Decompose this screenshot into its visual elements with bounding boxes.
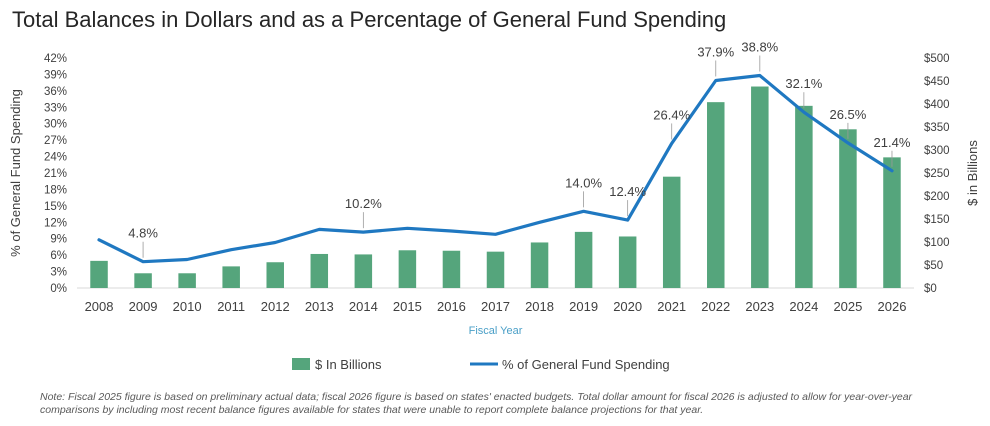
y-left-axis-title: % of General Fund Spending <box>8 89 23 257</box>
y-left-tick-label: 24% <box>44 152 67 164</box>
y-right-tick-label: $300 <box>924 145 950 157</box>
legend-swatch-bars <box>292 358 310 370</box>
x-tick-label: 2012 <box>261 299 290 314</box>
x-axis-title: Fiscal Year <box>469 325 523 337</box>
data-label: 26.5% <box>829 107 866 122</box>
y-right-tick-label: $350 <box>924 122 950 134</box>
y-right-tick-label: $500 <box>924 53 950 65</box>
data-label: 4.8% <box>128 226 158 241</box>
x-tick-label: 2010 <box>173 299 202 314</box>
y-right-tick-label: $200 <box>924 191 950 203</box>
data-label: 21.4% <box>874 135 911 150</box>
x-tick-label: 2011 <box>217 299 245 314</box>
y-right-tick-label: $50 <box>924 260 943 272</box>
x-tick-label: 2009 <box>129 299 158 314</box>
bars <box>90 86 901 289</box>
bar <box>530 242 549 288</box>
x-tick-label: 2023 <box>745 299 774 314</box>
bar <box>883 157 901 288</box>
legend-label-line: % of General Fund Spending <box>502 357 670 372</box>
bar <box>222 266 240 288</box>
legend: $ In Billions % of General Fund Spending <box>292 357 670 372</box>
data-label: 14.0% <box>565 175 602 190</box>
y-left-tick-label: 0% <box>50 283 67 295</box>
x-tick-label: 2025 <box>833 299 862 314</box>
bar <box>354 254 373 288</box>
x-tick-label: 2020 <box>613 299 642 314</box>
bar <box>486 251 505 288</box>
bar <box>795 105 813 288</box>
bar <box>178 273 196 288</box>
y-left-tick-label: 3% <box>50 267 67 279</box>
x-tick-label: 2015 <box>393 299 422 314</box>
data-label: 26.4% <box>653 107 690 122</box>
series-line <box>97 73 894 264</box>
x-tick-label: 2013 <box>305 299 334 314</box>
bar <box>398 250 417 288</box>
y-right-tick-label: $450 <box>924 76 950 88</box>
bar <box>310 253 329 288</box>
bar <box>266 262 284 288</box>
bar <box>707 102 725 288</box>
y-left-tick-label: 39% <box>44 69 67 81</box>
y-left-tick-label: 21% <box>44 168 67 180</box>
x-tick-label: 2014 <box>349 299 378 314</box>
x-tick-label: 2024 <box>789 299 818 314</box>
y-left-tick-label: 9% <box>50 234 67 246</box>
y-right-tick-label: $400 <box>924 99 950 111</box>
x-tick-label: 2026 <box>878 299 907 314</box>
y-right-axis-title: $ in Billions <box>965 140 980 206</box>
bar <box>751 86 769 289</box>
data-label: 12.4% <box>609 184 646 199</box>
y-left-tick-label: 18% <box>44 184 67 196</box>
y-right-tick-label: $150 <box>924 214 950 226</box>
bar <box>839 129 857 288</box>
x-tick-label: 2016 <box>437 299 466 314</box>
legend-label-bars: $ In Billions <box>315 357 382 372</box>
x-tick-label: 2022 <box>701 299 730 314</box>
y-left-tick-label: 12% <box>44 217 67 229</box>
y-right-tick-label: $0 <box>924 283 937 295</box>
chart-title: Total Balances in Dollars and as a Perce… <box>12 7 727 32</box>
footnote: Note: Fiscal 2025 figure is based on pre… <box>40 391 913 416</box>
y-left-tick-label: 42% <box>44 53 67 65</box>
line-layer <box>97 73 894 264</box>
y-left-tick-label: 15% <box>44 201 67 213</box>
bar <box>442 250 461 288</box>
bar <box>662 176 681 288</box>
y-right-tick-label: $100 <box>924 237 950 249</box>
bar <box>90 260 108 288</box>
x-tick-label: 2021 <box>657 299 686 314</box>
data-labels: 4.8% 10.2% 14.0% 12.4% 26.4% 37.9% 38.8% 32.1% 2… <box>128 40 911 241</box>
leader-lines <box>142 55 893 258</box>
axes: 0% 3% 6% 9% 12% 15% 18% 21% 24% 27% 30% 33% 36% 39% 42… <box>8 53 980 337</box>
data-label: 10.2% <box>345 196 382 211</box>
y-left-tick-label: 33% <box>44 102 67 114</box>
bar <box>618 236 637 288</box>
y-right-tick-label: $250 <box>924 168 950 180</box>
bar <box>574 231 593 288</box>
y-left-tick-label: 30% <box>44 119 67 131</box>
data-label: 38.8% <box>741 40 778 55</box>
x-tick-label: 2008 <box>85 299 114 314</box>
y-left-tick-label: 27% <box>44 135 67 147</box>
y-left-tick-label: 36% <box>44 86 67 98</box>
x-tick-label: 2019 <box>569 299 598 314</box>
x-tick-label: 2017 <box>481 299 510 314</box>
bar <box>134 273 152 288</box>
data-label: 32.1% <box>785 76 822 91</box>
x-tick-label: 2018 <box>525 299 554 314</box>
data-label: 37.9% <box>697 44 734 59</box>
y-left-tick-label: 6% <box>50 250 67 262</box>
